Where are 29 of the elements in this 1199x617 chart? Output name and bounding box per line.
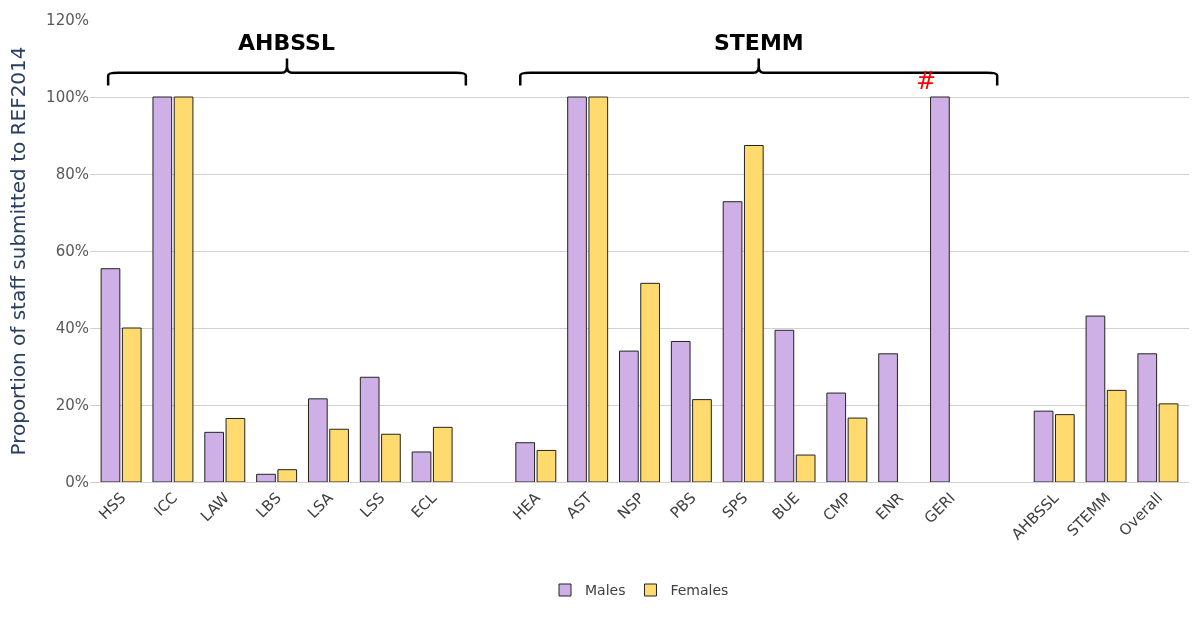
- y-tick-label: 120%: [46, 11, 89, 30]
- y-tick-label: 80%: [55, 165, 89, 184]
- annotation: AHBSSL: [238, 30, 335, 55]
- y-tick-label: 20%: [55, 396, 89, 415]
- bar: [152, 96, 173, 482]
- y-tick-label: 40%: [55, 319, 89, 338]
- bar: [100, 268, 121, 482]
- bar: [795, 454, 816, 482]
- legend-label: Females: [670, 582, 729, 599]
- legend-label: Males: [585, 582, 626, 599]
- x-tick-label: LSS: [356, 488, 389, 522]
- annotation: STEMM: [714, 30, 804, 55]
- bar: [1137, 353, 1158, 482]
- bar: [1085, 315, 1106, 482]
- y-tick-label: 100%: [46, 88, 89, 107]
- y-axis-title: Proportion of staff submitted to REF2014: [5, 46, 30, 456]
- x-tick-label: ICC: [150, 488, 182, 520]
- bar: [1158, 403, 1179, 482]
- y-tick-label: 60%: [55, 242, 89, 261]
- bar: [774, 329, 795, 482]
- bar: [121, 327, 142, 482]
- bar: [173, 96, 194, 482]
- x-tick-label: LSA: [303, 488, 338, 522]
- y-tick-label: 0%: [65, 473, 89, 492]
- x-tick-label: ECL: [407, 488, 441, 522]
- bar: [1106, 389, 1127, 482]
- bar: [878, 353, 898, 482]
- annotation: #: [916, 67, 937, 95]
- bar: [930, 96, 950, 482]
